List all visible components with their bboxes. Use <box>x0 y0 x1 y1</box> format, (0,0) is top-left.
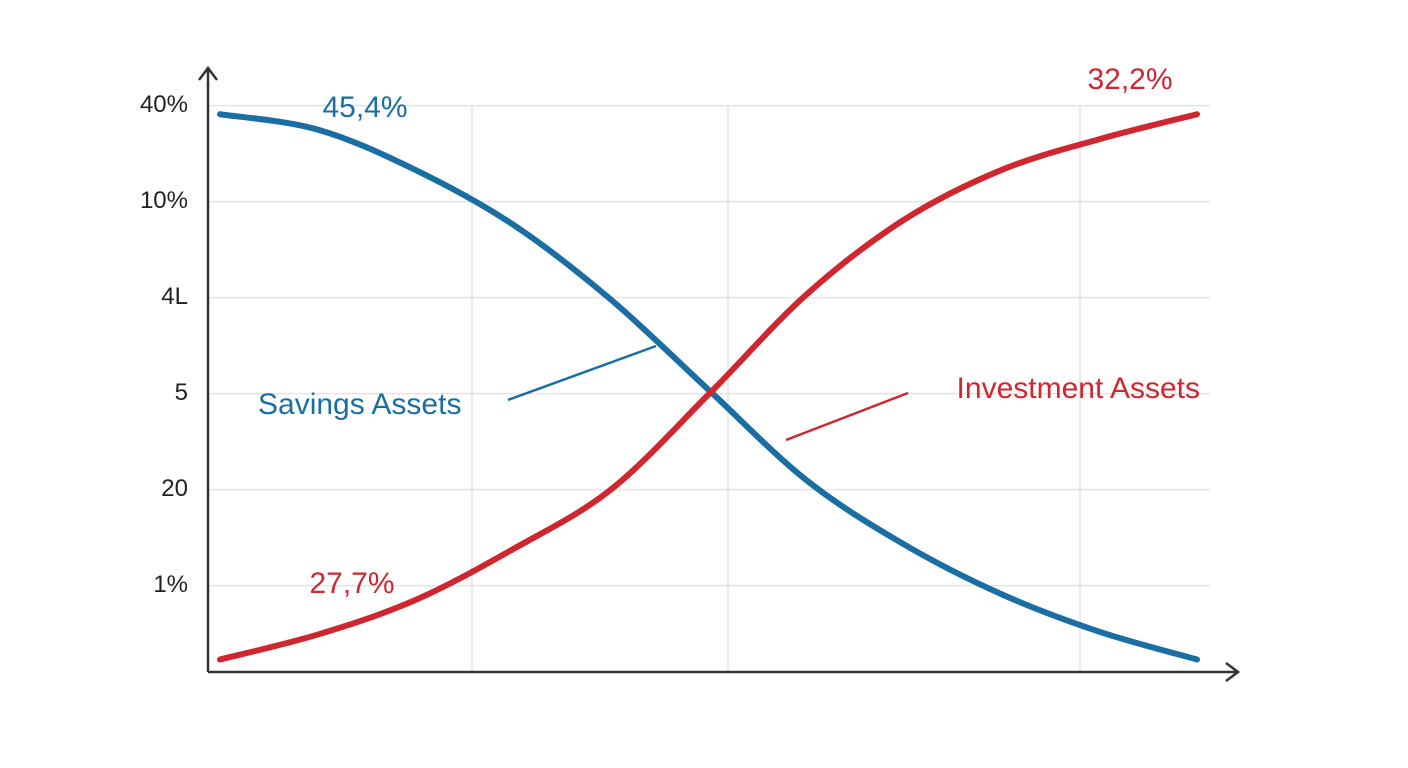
axes <box>198 65 1241 682</box>
annotation: 32,2% <box>1087 63 1172 96</box>
y-axis-arrow <box>198 65 218 81</box>
series-label: Savings Assets <box>258 388 461 421</box>
y-tick-label: 4L <box>161 283 188 310</box>
y-tick-label: 10% <box>140 187 188 214</box>
line-series <box>217 111 1200 663</box>
y-tick-label: 1% <box>153 571 188 598</box>
x-axis-arrow <box>1225 662 1241 682</box>
leader-line <box>785 391 909 442</box>
y-tick-label: 40% <box>140 91 188 118</box>
annotation: 45,4% <box>322 91 407 124</box>
series-label: Investment Assets <box>957 372 1200 405</box>
annotation: 27,7% <box>309 567 394 600</box>
y-tick-label: 20 <box>161 475 188 502</box>
line-series <box>217 111 1200 663</box>
y-tick-label: 5 <box>175 379 188 406</box>
leader-line <box>507 344 657 402</box>
